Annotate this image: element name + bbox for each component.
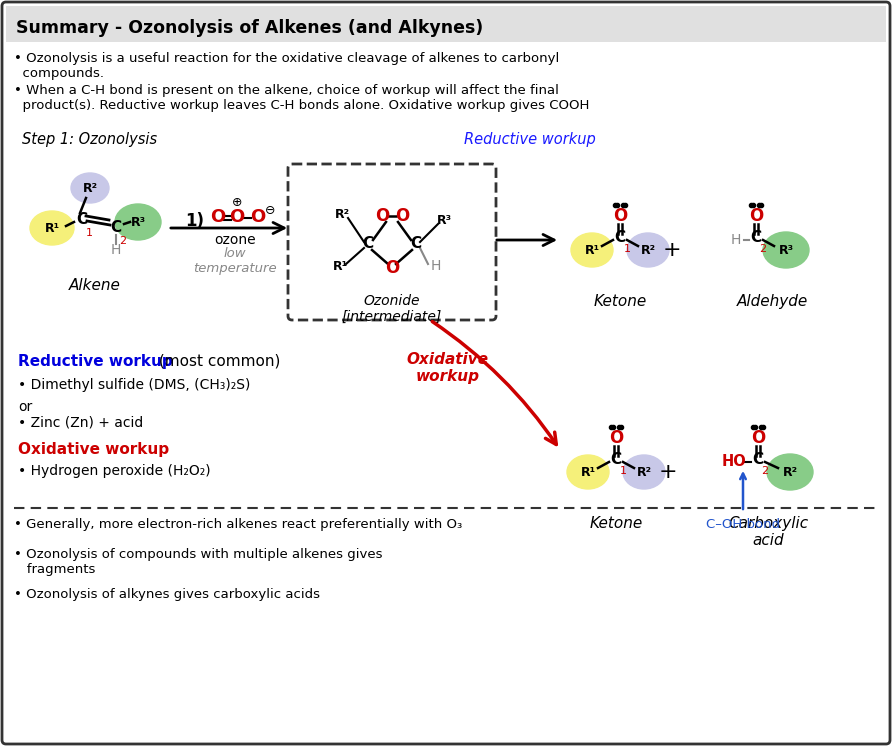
FancyBboxPatch shape <box>288 164 496 320</box>
Text: R³: R³ <box>436 213 451 227</box>
Text: • Ozonolysis of alkynes gives carboxylic acids: • Ozonolysis of alkynes gives carboxylic… <box>14 588 320 601</box>
Text: 2: 2 <box>762 466 769 476</box>
Text: Aldehyde: Aldehyde <box>737 294 807 309</box>
Ellipse shape <box>767 454 813 490</box>
Text: • Ozonolysis of compounds with multiple alkenes gives
   fragments: • Ozonolysis of compounds with multiple … <box>14 548 383 576</box>
Text: H: H <box>111 243 121 257</box>
Ellipse shape <box>571 233 613 267</box>
Text: R³: R³ <box>779 243 794 257</box>
Text: C: C <box>750 231 762 245</box>
Text: HO: HO <box>722 454 747 469</box>
Text: C–OH bond: C–OH bond <box>706 518 780 531</box>
Text: R²: R² <box>334 207 350 221</box>
Text: C: C <box>111 221 121 236</box>
Text: C: C <box>753 453 764 468</box>
Text: low
temperature: low temperature <box>194 247 277 275</box>
Text: R¹: R¹ <box>581 466 596 478</box>
FancyArrowPatch shape <box>170 222 285 233</box>
Text: O: O <box>395 207 409 225</box>
Ellipse shape <box>763 232 809 268</box>
Text: 2: 2 <box>759 244 766 254</box>
Text: 1: 1 <box>624 244 631 254</box>
Text: C: C <box>77 213 87 228</box>
Text: R²: R² <box>782 466 797 478</box>
Text: R¹: R¹ <box>45 222 60 234</box>
Ellipse shape <box>115 204 161 240</box>
Text: • Hydrogen peroxide (H₂O₂): • Hydrogen peroxide (H₂O₂) <box>18 464 211 478</box>
Text: O: O <box>375 207 389 225</box>
Text: 2: 2 <box>120 236 127 246</box>
Text: 1: 1 <box>86 228 93 238</box>
Text: R¹: R¹ <box>333 260 348 272</box>
Text: R²: R² <box>636 466 651 478</box>
Text: Carboxylic
acid: Carboxylic acid <box>728 516 808 548</box>
Text: H: H <box>431 259 442 273</box>
Text: C: C <box>362 236 374 251</box>
Text: O: O <box>229 208 244 226</box>
Text: 1: 1 <box>620 466 626 476</box>
Text: C: C <box>410 236 422 251</box>
Text: O: O <box>384 259 399 277</box>
Text: Oxidative workup: Oxidative workup <box>18 442 169 457</box>
Text: C: C <box>615 231 625 245</box>
Text: • Ozonolysis is a useful reaction for the oxidative cleavage of alkenes to carbo: • Ozonolysis is a useful reaction for th… <box>14 52 559 80</box>
Text: Oxidative
workup: Oxidative workup <box>407 352 489 384</box>
Text: Summary - Ozonolysis of Alkenes (and Alkynes): Summary - Ozonolysis of Alkenes (and Alk… <box>16 19 483 37</box>
Text: Ketone: Ketone <box>590 516 642 531</box>
Ellipse shape <box>30 211 74 245</box>
Text: Alkene: Alkene <box>69 278 121 293</box>
Text: O: O <box>613 207 627 225</box>
Text: R²: R² <box>82 181 97 195</box>
Text: H: H <box>731 233 741 247</box>
Text: Ketone: Ketone <box>593 294 647 309</box>
Text: R³: R³ <box>130 216 145 228</box>
Text: • Generally, more electron-rich alkenes react preferentially with O₃: • Generally, more electron-rich alkenes … <box>14 518 462 531</box>
Text: Reductive workup: Reductive workup <box>464 132 596 147</box>
FancyArrowPatch shape <box>497 234 554 245</box>
Text: • Dimethyl sulfide (DMS, (CH₃)₂S): • Dimethyl sulfide (DMS, (CH₃)₂S) <box>18 378 251 392</box>
Text: +: + <box>658 462 677 482</box>
Text: O: O <box>749 207 764 225</box>
Text: Reductive workup: Reductive workup <box>18 354 173 369</box>
Text: C: C <box>610 453 622 468</box>
Text: or: or <box>18 400 32 414</box>
FancyBboxPatch shape <box>6 6 886 42</box>
Ellipse shape <box>627 233 669 267</box>
Text: O: O <box>609 429 624 447</box>
Text: Step 1: Ozonolysis: Step 1: Ozonolysis <box>22 132 157 147</box>
FancyArrowPatch shape <box>433 322 557 445</box>
Text: ozone: ozone <box>214 233 256 247</box>
Text: (most common): (most common) <box>154 354 280 369</box>
Text: 1): 1) <box>185 212 204 230</box>
Text: R²: R² <box>640 243 656 257</box>
Text: • When a C-H bond is present on the alkene, choice of workup will affect the fin: • When a C-H bond is present on the alke… <box>14 84 590 112</box>
Ellipse shape <box>623 455 665 489</box>
Text: ⊖: ⊖ <box>265 204 276 218</box>
Text: Ozonide
[intermediate]: Ozonide [intermediate] <box>342 294 442 325</box>
Text: +: + <box>663 240 681 260</box>
Text: O: O <box>211 208 226 226</box>
Ellipse shape <box>567 455 609 489</box>
Text: ⊕: ⊕ <box>232 195 243 208</box>
Text: O: O <box>751 429 765 447</box>
Ellipse shape <box>71 173 109 203</box>
Text: R¹: R¹ <box>584 243 599 257</box>
Text: • Zinc (Zn) + acid: • Zinc (Zn) + acid <box>18 416 144 430</box>
Text: O: O <box>251 208 266 226</box>
